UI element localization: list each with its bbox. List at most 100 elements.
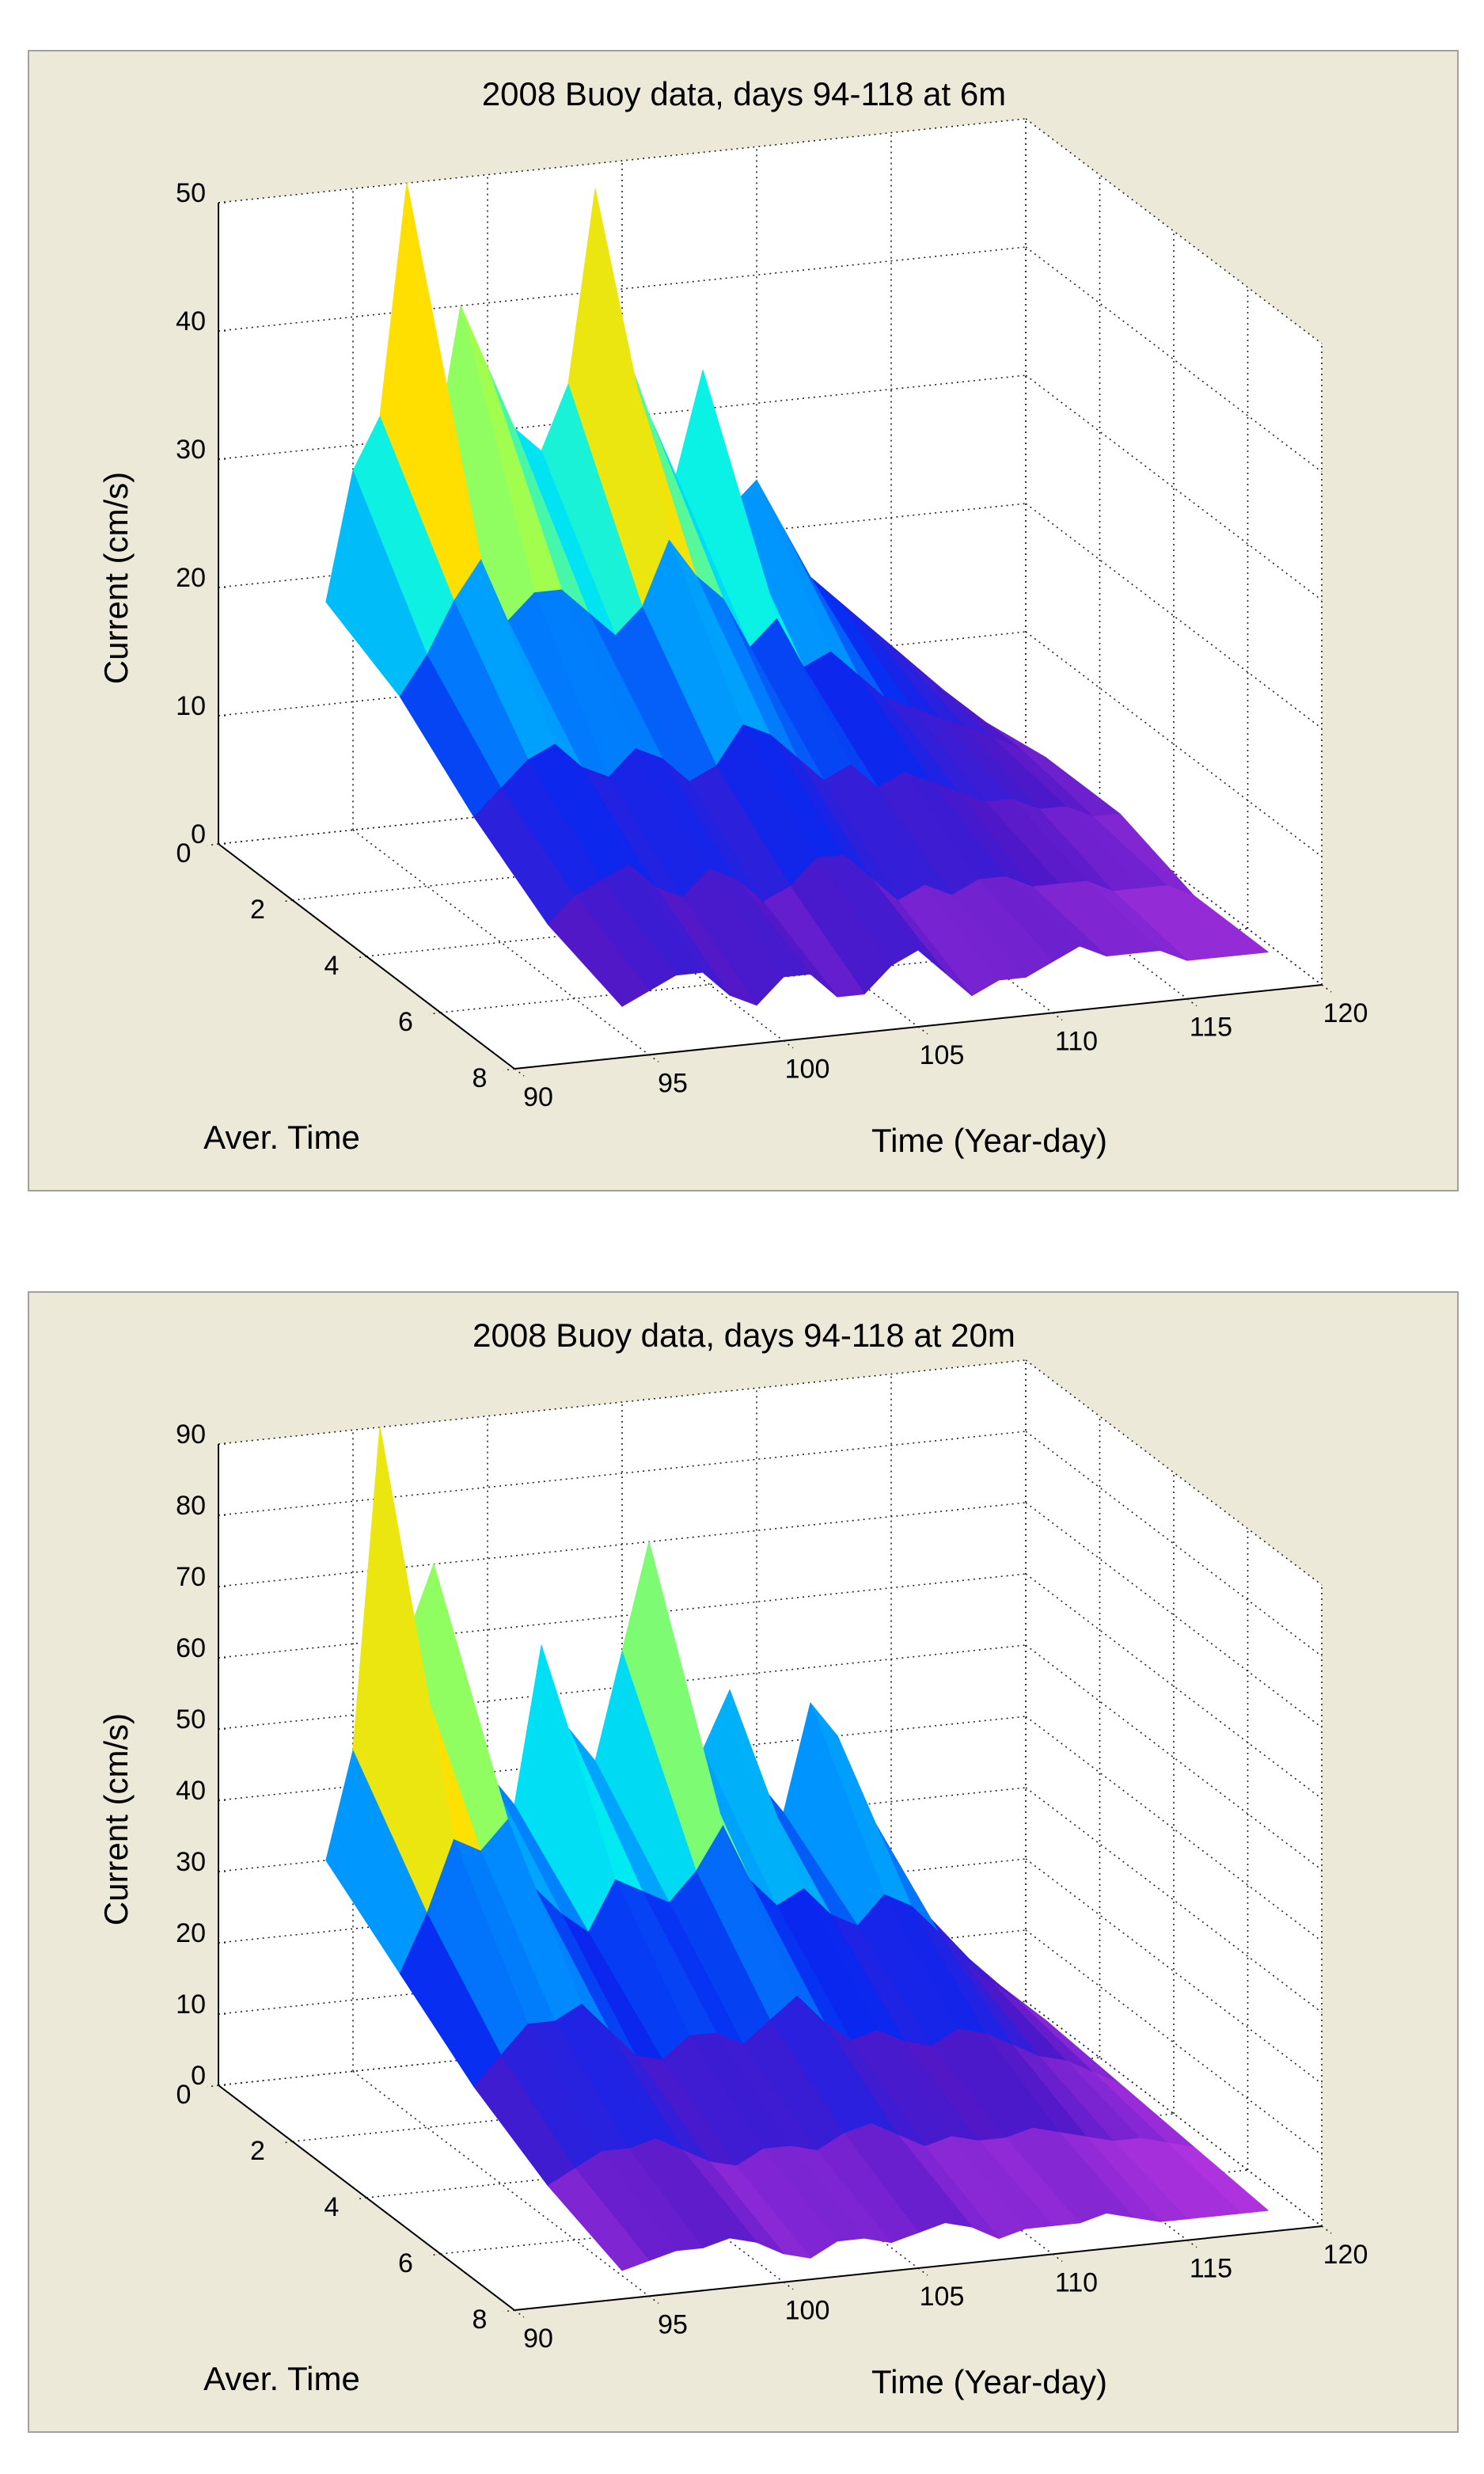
x-axis-label: Time (Year-day): [871, 1122, 1107, 1159]
tick-mark: [648, 2295, 659, 2304]
x-tick-label: 105: [920, 1040, 965, 1070]
z-tick-label: 40: [176, 1776, 206, 1806]
x-tick-label: 100: [785, 2296, 830, 2326]
tick-mark: [1186, 998, 1197, 1007]
y-tick-label: 6: [398, 1007, 413, 1037]
grid-line: [218, 1431, 1027, 1516]
tick-mark: [648, 1054, 659, 1062]
grid-line: [218, 246, 1027, 332]
grid-line: [1025, 1929, 1323, 2156]
tick-mark: [429, 1012, 441, 1015]
x-tick-label: 110: [1055, 2267, 1098, 2297]
x-tick-label: 110: [1055, 1026, 1098, 1056]
x-tick-label: 105: [920, 2282, 965, 2312]
x-tick-label: 95: [658, 1068, 688, 1098]
z-tick-label: 80: [176, 1491, 206, 1521]
tick-mark: [1052, 1012, 1063, 1020]
z-tick-label: 20: [176, 563, 206, 593]
grid-line: [218, 1573, 1027, 1659]
tick-mark: [429, 2253, 441, 2256]
tick-mark: [207, 2084, 219, 2088]
grid-line: [1025, 1858, 1323, 2084]
y-tick-label: 8: [473, 1063, 488, 1093]
grid-line: [1025, 2001, 1323, 2227]
z-tick-label: 70: [176, 1562, 206, 1592]
grid-line: [1025, 631, 1323, 857]
grid-line: [218, 118, 1027, 203]
tick-mark: [1321, 2225, 1332, 2234]
z-tick-label: 30: [176, 435, 206, 465]
y-tick-label: 2: [250, 895, 265, 925]
z-tick-label: 40: [176, 306, 206, 336]
grid-line: [1025, 246, 1323, 473]
tick-mark: [1052, 2253, 1063, 2262]
z-tick-label: 10: [176, 1989, 206, 2020]
grid-line: [352, 2070, 650, 2297]
tick-mark: [514, 2309, 525, 2318]
grid-line: [1025, 118, 1323, 344]
surface-patch: [547, 895, 650, 1007]
y-tick-label: 2: [250, 2136, 265, 2166]
grid-line: [1025, 503, 1323, 729]
z-tick-label: 90: [176, 1419, 206, 1450]
y-axis-label: Aver. Time: [203, 2360, 360, 2397]
x-tick-label: 95: [658, 2309, 688, 2339]
z-tick-label: 10: [176, 691, 206, 721]
tick-mark: [783, 1040, 794, 1049]
grid-line: [1025, 1431, 1323, 1657]
z-tick-label: 0: [191, 819, 206, 849]
x-tick-label: 115: [1190, 1013, 1232, 1043]
tick-mark: [1321, 984, 1332, 993]
y-axis-label: Aver. Time: [203, 1119, 360, 1156]
grid-line: [1025, 1502, 1323, 1728]
tick-mark: [503, 1068, 515, 1071]
y-tick-label: 0: [176, 2080, 192, 2110]
y-tick-label: 0: [176, 838, 192, 868]
z-axis-label: Current (cm/s): [97, 1713, 135, 1925]
tick-mark: [917, 2267, 928, 2276]
y-tick-label: 4: [325, 2192, 340, 2222]
chart-title: 2008 Buoy data, days 94-118 at 6m: [482, 75, 1006, 112]
grid-line: [218, 1359, 1027, 1445]
tick-mark: [355, 2197, 367, 2200]
x-tick-label: 90: [523, 2324, 553, 2354]
grid-line: [352, 829, 650, 1055]
chart-title: 2008 Buoy data, days 94-118 at 20m: [473, 1317, 1015, 1354]
tick-mark: [281, 899, 293, 903]
grid-line: [1025, 1716, 1323, 1942]
grid-line: [1025, 1644, 1323, 1871]
z-tick-label: 30: [176, 1847, 206, 1877]
x-tick-label: 90: [523, 1082, 553, 1112]
x-tick-label: 120: [1323, 2240, 1368, 2270]
grid-line: [1025, 374, 1323, 601]
grid-line: [1025, 1359, 1323, 1586]
tick-mark: [1186, 2240, 1197, 2248]
z-tick-label: 0: [191, 2061, 206, 2091]
tick-mark: [355, 956, 367, 959]
tick-mark: [503, 2309, 515, 2312]
grid-line: [1025, 1573, 1323, 1799]
z-tick-label: 50: [176, 1704, 206, 1735]
tick-mark: [207, 843, 219, 846]
x-tick-label: 100: [785, 1055, 830, 1085]
tick-mark: [917, 1026, 928, 1035]
y-tick-label: 6: [398, 2248, 413, 2278]
chart-panel: 90 95 100 105 110 115 120024680102030405060708…: [28, 1291, 1459, 2433]
z-tick-label: 20: [176, 1918, 206, 1948]
x-tick-label: 115: [1190, 2254, 1232, 2284]
tick-mark: [783, 2282, 794, 2290]
surface-patch: [547, 2168, 650, 2271]
z-axis-label: Current (cm/s): [97, 472, 135, 684]
grid-line: [1025, 1787, 1323, 2013]
y-tick-label: 8: [473, 2305, 488, 2335]
z-tick-label: 60: [176, 1633, 206, 1663]
x-tick-label: 120: [1323, 998, 1368, 1028]
chart-panel: 90 95 100 105 110 115 120 0 2 4 6 8 0 10 20 30 40 50 2008 …: [28, 50, 1459, 1191]
tick-mark: [514, 1068, 525, 1077]
y-tick-label: 4: [325, 951, 340, 981]
grid-line: [218, 1502, 1027, 1587]
x-axis-label: Time (Year-day): [871, 2363, 1107, 2400]
z-tick-label: 50: [176, 178, 206, 208]
